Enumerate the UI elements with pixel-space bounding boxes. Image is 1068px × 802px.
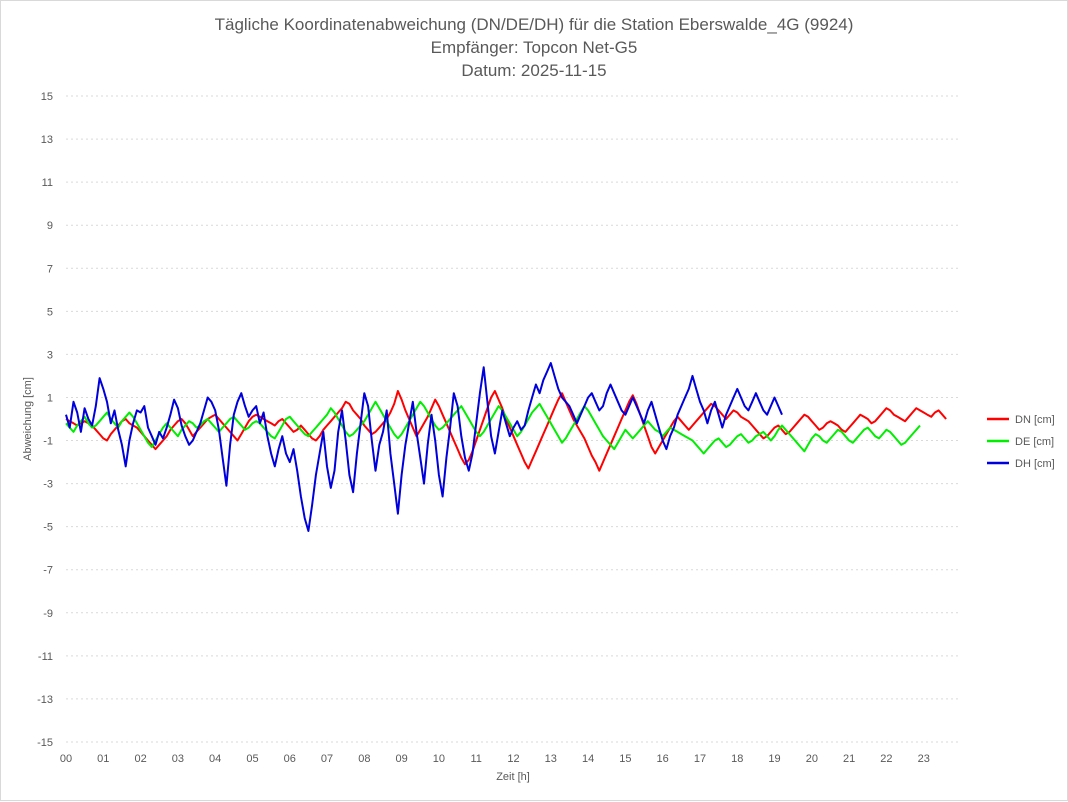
- x-tick-label: 16: [657, 753, 669, 765]
- x-axis-title: Zeit [h]: [496, 771, 530, 783]
- x-tick-label: 00: [60, 753, 72, 765]
- chart-title-line-1: Tägliche Koordinatenabweichung (DN/DE/DH…: [215, 15, 854, 34]
- y-tick-label: -13: [37, 694, 53, 706]
- series-line-dn: [65, 390, 947, 472]
- x-tick-label: 12: [507, 753, 519, 765]
- y-tick-label: 5: [47, 306, 53, 318]
- y-tick-label: -1: [43, 436, 53, 448]
- x-tick-label: 21: [843, 753, 855, 765]
- series-layer: [65, 362, 947, 532]
- x-tick-label: 02: [134, 753, 146, 765]
- y-axis-title: Abweichung [cm]: [22, 377, 34, 461]
- x-tick-label: 09: [396, 753, 408, 765]
- x-tick-label: 13: [545, 753, 557, 765]
- x-tick-label: 17: [694, 753, 706, 765]
- y-tick-label: -5: [43, 522, 53, 534]
- y-tick-label: 3: [47, 349, 53, 361]
- x-tick-label: 10: [433, 753, 445, 765]
- y-tick-label: 1: [47, 392, 53, 404]
- x-tick-labels: 00 01 02 03 04 05 06 07 08 09 10 11 12 13 14 15 16 17 18 19…: [60, 753, 930, 765]
- y-tick-label: 7: [47, 263, 53, 275]
- x-tick-label: 04: [209, 753, 221, 765]
- x-tick-label: 14: [582, 753, 594, 765]
- y-tick-label: -9: [43, 608, 53, 620]
- x-tick-label: 20: [806, 753, 818, 765]
- y-tick-label: 9: [47, 220, 53, 232]
- x-tick-label: 08: [358, 753, 370, 765]
- legend: DN [cm] DE [cm] DH [cm]: [987, 414, 1055, 470]
- x-tick-label: 18: [731, 753, 743, 765]
- x-tick-label: 06: [284, 753, 296, 765]
- x-tick-label: 11: [470, 753, 481, 765]
- y-tick-labels: 15 13 11 9 7 5 3 1 -1 -3 -5 -7 -9 -11 -13 -15: [37, 91, 53, 749]
- y-tick-label: -7: [43, 565, 53, 577]
- legend-label: DN [cm]: [1015, 414, 1055, 426]
- series-line-dh: [65, 362, 783, 532]
- chart-title-line-2: Empfänger: Topcon Net-G5: [431, 38, 638, 57]
- y-tick-label: 15: [41, 91, 53, 103]
- y-tick-label: -3: [43, 479, 53, 491]
- y-tick-label: -15: [37, 737, 53, 749]
- x-tick-label: 07: [321, 753, 333, 765]
- grid-layer: [66, 95, 961, 743]
- legend-label: DE [cm]: [1015, 436, 1054, 448]
- x-tick-label: 22: [880, 753, 892, 765]
- y-tick-label: -11: [38, 651, 53, 663]
- y-tick-label: 11: [42, 177, 53, 189]
- x-tick-label: 15: [619, 753, 631, 765]
- legend-label: DH [cm]: [1015, 458, 1055, 470]
- x-tick-label: 19: [768, 753, 780, 765]
- x-tick-label: 03: [172, 753, 184, 765]
- series-line-de: [65, 400, 921, 455]
- x-tick-label: 23: [918, 753, 930, 765]
- chart-title-line-3: Datum: 2025-11-15: [461, 61, 606, 80]
- y-tick-label: 13: [41, 134, 53, 146]
- x-tick-label: 05: [246, 753, 258, 765]
- x-tick-label: 01: [97, 753, 109, 765]
